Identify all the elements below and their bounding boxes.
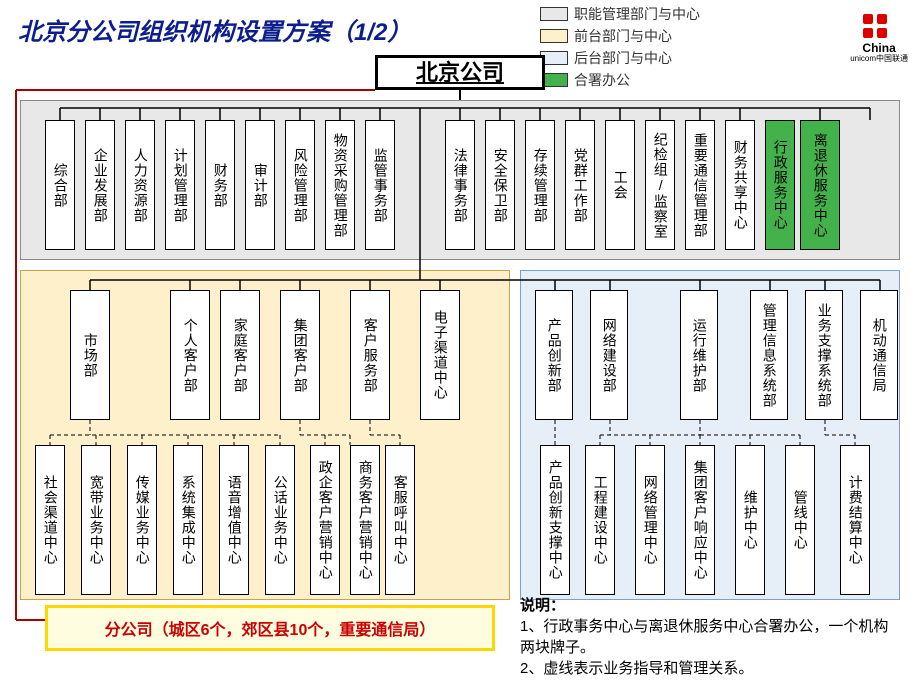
dept-box: 运行维护部 — [680, 290, 718, 420]
dept-box: 维护中心 — [735, 445, 765, 595]
page-title: 北京分公司组织机构设置方案（1/2） — [18, 12, 411, 47]
legend-item: 后台部门与中心 — [540, 48, 700, 68]
dept-box: 集团客户部 — [280, 290, 320, 420]
legend-item: 合署办公 — [540, 70, 700, 90]
dept-box: 计划管理部 — [165, 120, 195, 250]
branch-text: 分公司（城区6个，郊区县10个，重要通信局） — [105, 622, 436, 639]
dept-box: 综合部 — [45, 120, 75, 250]
title-text: 北京分公司组织机构设置方案（ — [18, 19, 354, 46]
dept-box: 产品创新部 — [535, 290, 573, 420]
title-close: ） — [387, 19, 411, 46]
legend-swatch — [540, 7, 568, 21]
legend-label: 合署办公 — [574, 70, 630, 90]
dept-box: 管理信息系统部 — [750, 290, 788, 420]
dept-box: 审计部 — [245, 120, 275, 250]
dept-box: 个人客户部 — [170, 290, 210, 420]
dept-box: 传媒业务中心 — [127, 445, 157, 595]
dept-box: 宽带业务中心 — [81, 445, 111, 595]
dept-box: 纪检组/监察室 — [645, 120, 675, 250]
legend-item: 职能管理部门与中心 — [540, 4, 700, 24]
page-number: 1/2 — [354, 19, 387, 46]
dept-box: 网络管理中心 — [635, 445, 665, 595]
notes-line: 1、行政事务中心与离退休服务中心合署办公，一个机构两块牌子。 — [520, 616, 900, 658]
dept-box: 家庭客户部 — [220, 290, 260, 420]
legend-swatch — [540, 29, 568, 43]
dept-box: 安全保卫部 — [485, 120, 515, 250]
dept-box: 网络建设部 — [590, 290, 628, 420]
dept-box: 电子渠道中心 — [420, 290, 460, 420]
dept-box: 财务共享中心 — [725, 120, 755, 250]
dept-box: 社会渠道中心 — [35, 445, 65, 595]
dept-box: 法律事务部 — [445, 120, 475, 250]
legend-label: 后台部门与中心 — [574, 48, 672, 68]
legend-item: 前台部门与中心 — [540, 26, 700, 46]
dept-box: 人力资源部 — [125, 120, 155, 250]
brand-logo: China unicom中国联通 — [850, 10, 908, 64]
dept-box: 产品创新支撑中心 — [540, 445, 570, 595]
legend-label: 前台部门与中心 — [574, 26, 672, 46]
dept-box: 工会 — [605, 120, 635, 250]
legend: 职能管理部门与中心 前台部门与中心 后台部门与中心 合署办公 — [540, 4, 700, 92]
dept-box: 机动通信局 — [860, 290, 898, 420]
dept-box: 风险管理部 — [285, 120, 315, 250]
branch-box: 分公司（城区6个，郊区县10个，重要通信局） — [45, 605, 495, 651]
dept-box: 客户服务部 — [350, 290, 390, 420]
dept-box: 离退休服务中心 — [800, 120, 840, 250]
unicom-icon — [859, 10, 899, 40]
dept-box: 市场部 — [70, 290, 110, 420]
dept-box: 存续管理部 — [525, 120, 555, 250]
dept-box: 商务客户营销中心 — [350, 445, 380, 595]
dept-box: 党群工作部 — [565, 120, 595, 250]
dept-box: 客服呼叫中心 — [385, 445, 415, 595]
legend-label: 职能管理部门与中心 — [574, 4, 700, 24]
notes-title: 说明： — [520, 595, 900, 616]
dept-box: 系统集成中心 — [173, 445, 203, 595]
notes: 说明： 1、行政事务中心与离退休服务中心合署办公，一个机构两块牌子。 2、虚线表… — [520, 595, 900, 679]
dept-box: 财务部 — [205, 120, 235, 250]
dept-box: 行政服务中心 — [765, 120, 795, 250]
logo-sub: unicom中国联通 — [850, 55, 908, 64]
dept-box: 监管事务部 — [365, 120, 395, 250]
dept-box: 计费结算中心 — [840, 445, 870, 595]
dept-box: 公话业务中心 — [265, 445, 295, 595]
dept-box: 物资采购管理部 — [325, 120, 355, 250]
dept-box: 政企客户营销中心 — [310, 445, 340, 595]
dept-box: 工程建设中心 — [585, 445, 615, 595]
dept-box: 集团客户响应中心 — [685, 445, 715, 595]
dept-box: 企业发展部 — [85, 120, 115, 250]
dept-box: 业务支撑系统部 — [805, 290, 843, 420]
dept-box: 重要通信管理部 — [685, 120, 715, 250]
notes-line: 2、虚线表示业务指导和管理关系。 — [520, 658, 900, 679]
dept-box: 管线中心 — [785, 445, 815, 595]
root-node: 北京公司 — [375, 55, 545, 90]
dept-box: 语音增值中心 — [219, 445, 249, 595]
